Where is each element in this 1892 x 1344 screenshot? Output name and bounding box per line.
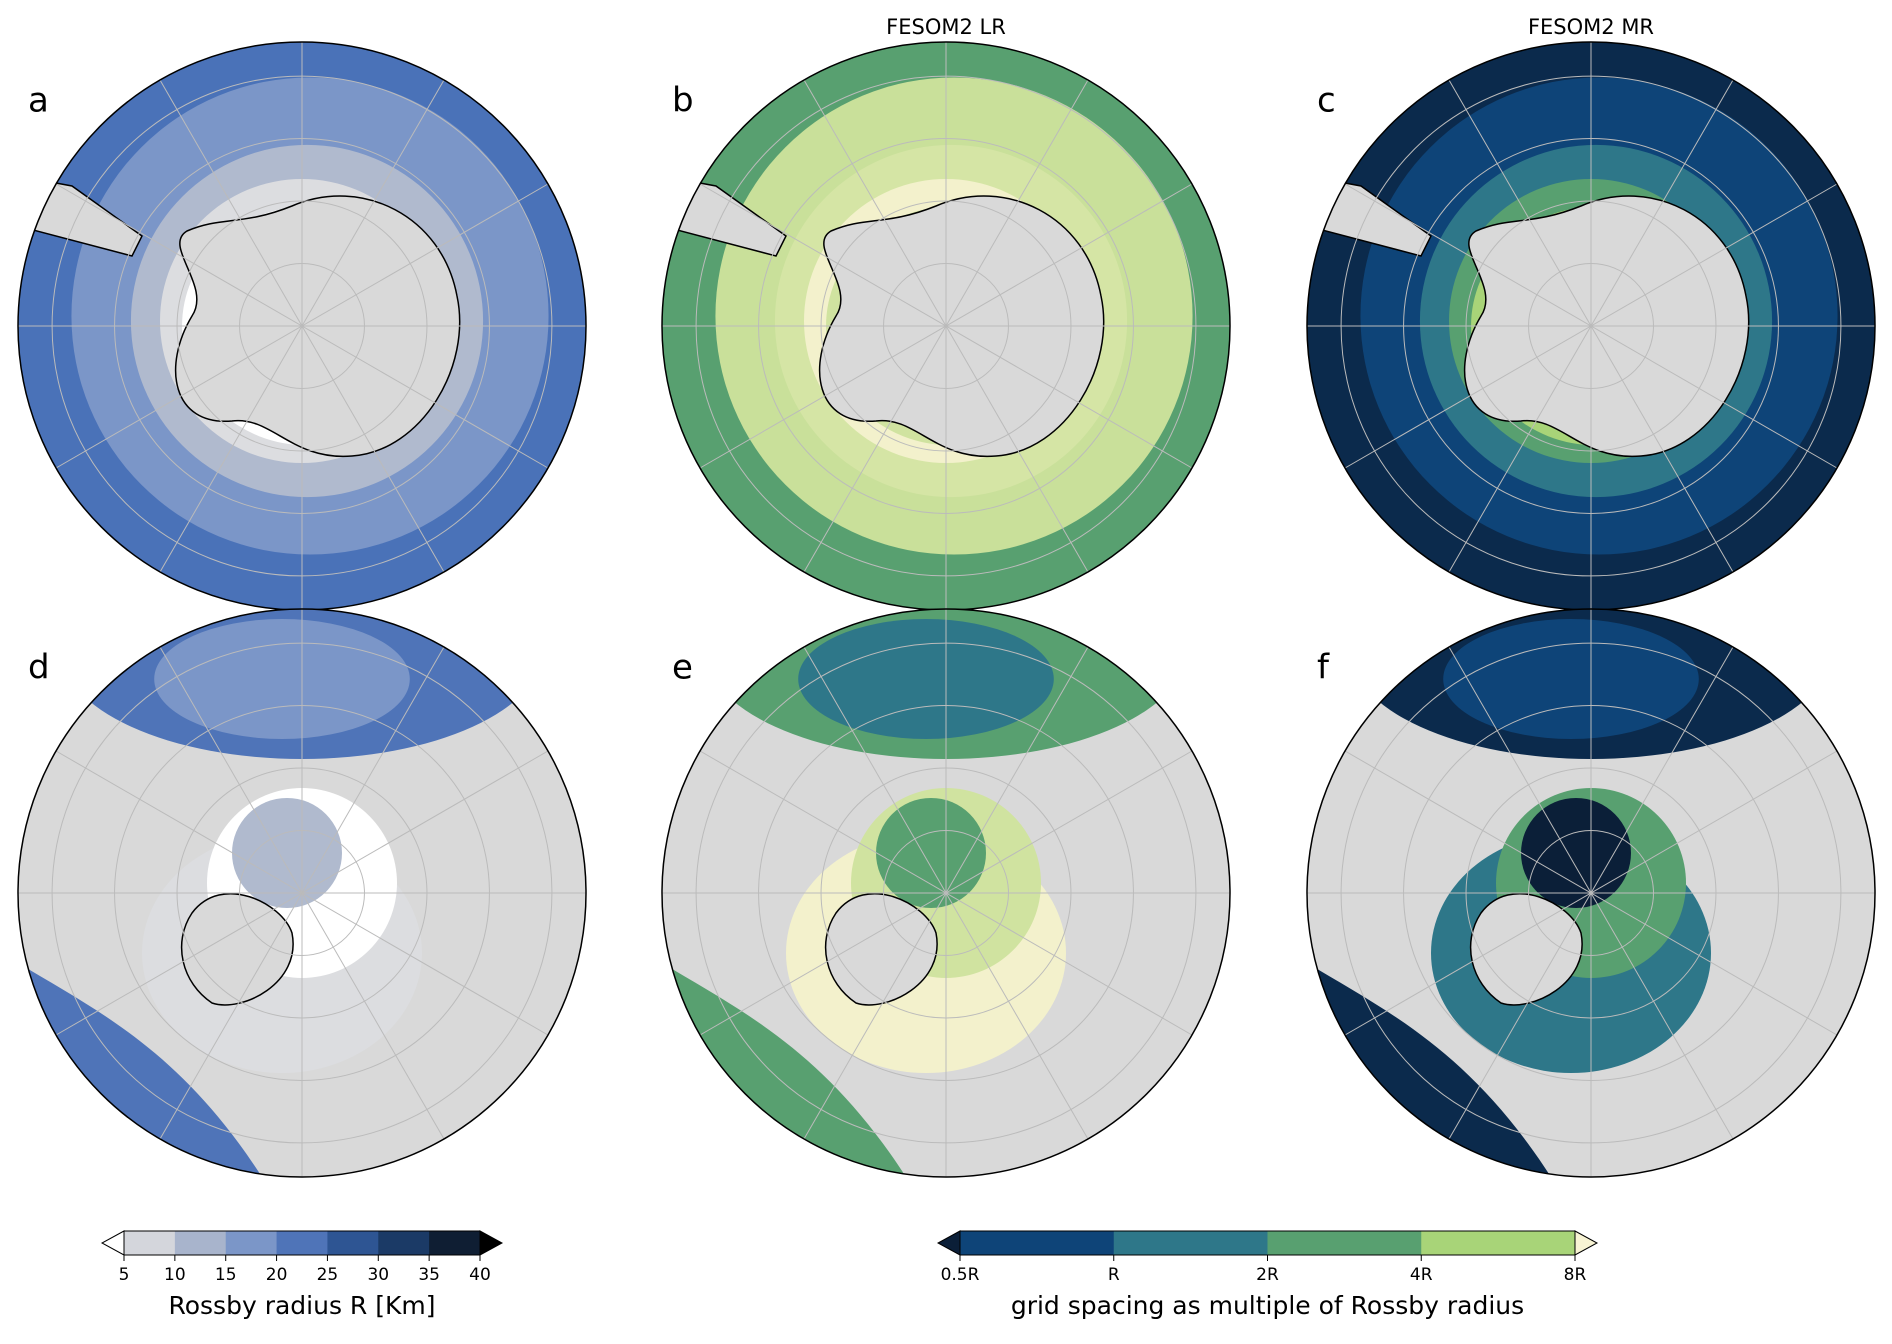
colorbar-swatch	[225, 1231, 278, 1255]
map-panel	[18, 42, 586, 610]
graticule	[159, 646, 445, 1140]
panel-title: FESOM2 MR	[1528, 15, 1654, 39]
panel-label: f	[1317, 648, 1330, 688]
colorbar-tick-label: 4R	[1410, 1265, 1433, 1285]
colorbar-tick-label: 2R	[1256, 1265, 1279, 1285]
map-panel	[662, 609, 1230, 1177]
colorbar-tick-label: 40	[469, 1265, 491, 1285]
ocean-band	[876, 798, 986, 908]
colorbar-swatch	[1421, 1231, 1576, 1255]
colorbar-tick-label: 8R	[1564, 1265, 1587, 1285]
map-outline	[661, 608, 1231, 1178]
map-panel	[1307, 609, 1875, 1177]
ocean-band	[1443, 619, 1699, 739]
colorbar-tick-label: 20	[266, 1265, 288, 1285]
panel-title: FESOM2 LR	[886, 15, 1006, 39]
colorbar-swatch	[327, 1231, 379, 1255]
ocean-band	[1521, 798, 1631, 908]
panel-label: c	[1317, 81, 1336, 121]
colorbar-frame	[123, 1230, 481, 1256]
map-outline	[17, 608, 587, 1178]
colorbar-extend	[100, 1230, 125, 1256]
ocean-band	[798, 619, 1054, 739]
map-panel	[662, 42, 1230, 610]
panel-label: d	[28, 648, 50, 688]
panel-label: a	[28, 81, 49, 121]
map-panel	[18, 609, 586, 1177]
colorbar-extend	[1574, 1230, 1599, 1256]
panel-label: e	[672, 648, 693, 688]
graticule	[1448, 79, 1734, 573]
colorbar-tick-label: 15	[215, 1265, 237, 1285]
colorbar-extend	[479, 1230, 504, 1256]
ocean-band	[154, 619, 410, 739]
colorbar-tick-label: 35	[418, 1265, 440, 1285]
map-outline	[1306, 608, 1876, 1178]
colorbar-swatch	[429, 1231, 481, 1255]
colorbar-swatch	[1113, 1231, 1268, 1255]
panel-label: b	[672, 81, 694, 121]
colorbar-tick-label: 0.5R	[941, 1265, 980, 1285]
colorbar-label: Rossby radius R [Km]	[168, 1291, 435, 1320]
graticule	[803, 79, 1089, 573]
colorbar-swatch	[378, 1231, 430, 1255]
colorbar-swatch	[124, 1231, 176, 1255]
colorbar-swatch	[174, 1231, 227, 1255]
map-panel	[1307, 42, 1875, 610]
colorbar-tick-label: R	[1108, 1265, 1120, 1285]
colorbar-tick-label: 30	[367, 1265, 389, 1285]
colorbar-tick-label: 10	[164, 1265, 186, 1285]
colorbar-label: grid spacing as multiple of Rossby radiu…	[1011, 1291, 1524, 1320]
colorbar-tick-label: 25	[317, 1265, 339, 1285]
ocean-band	[232, 798, 342, 908]
colorbar-swatch	[276, 1231, 328, 1255]
colorbar-extend	[936, 1230, 961, 1256]
colorbar-swatch	[960, 1231, 1115, 1255]
colorbar-swatch	[1267, 1231, 1422, 1255]
graticule	[803, 646, 1089, 1140]
graticule	[1448, 646, 1734, 1140]
graticule	[159, 79, 445, 573]
colorbar-tick-label: 5	[119, 1265, 130, 1285]
